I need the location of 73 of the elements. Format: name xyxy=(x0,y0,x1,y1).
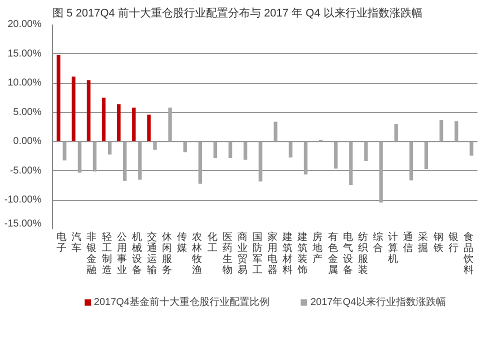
chart-title: 图 5 2017Q4 前十大重仓股行业配置分布与 2017 年 Q4 以来行业指数涨跌幅 xyxy=(52,6,422,20)
x-tick-label: 公用事业 xyxy=(116,230,127,276)
legend-label: 2017Q4基金前十大重仓股行业配置比例 xyxy=(94,296,270,309)
x-tick-label: 交通运输 xyxy=(146,230,157,276)
bar xyxy=(132,108,136,142)
x-tick-label: 采掘 xyxy=(418,230,428,254)
bar xyxy=(454,121,458,142)
bar xyxy=(364,142,368,161)
bar xyxy=(409,142,413,180)
x-tick-label: 农林牧渔 xyxy=(191,232,202,276)
bar xyxy=(153,142,157,150)
x-tick-label: 纺织服装 xyxy=(358,230,368,276)
bar xyxy=(334,142,338,169)
x-tick-label: 房地产 xyxy=(312,230,323,265)
bar xyxy=(92,142,97,172)
y-tick-label: 10.00% xyxy=(8,78,42,89)
bar xyxy=(379,142,383,203)
x-tick-label: 计算机 xyxy=(388,230,398,265)
x-tick-label: 建筑装饰 xyxy=(296,230,308,276)
bar xyxy=(62,142,66,160)
bar xyxy=(244,142,248,160)
bar xyxy=(349,142,353,185)
bar xyxy=(147,114,151,142)
x-tick-label: 综合 xyxy=(373,230,384,254)
bar xyxy=(168,108,172,142)
y-tick-label: 5.00% xyxy=(13,106,42,118)
bar xyxy=(72,76,76,142)
bar xyxy=(440,120,444,142)
bar xyxy=(108,142,112,155)
bar xyxy=(274,122,278,142)
x-tick-label: 医药生物 xyxy=(222,232,232,276)
bar xyxy=(424,142,428,170)
x-tick-label: 化工 xyxy=(207,230,218,254)
x-tick-label: 非银金融 xyxy=(86,230,97,276)
bar xyxy=(117,104,121,142)
bar xyxy=(394,124,398,142)
bar xyxy=(78,142,82,173)
x-tick-label: 银行 xyxy=(447,232,458,254)
legend-label: 2017年Q4以来行业指数涨跌幅 xyxy=(310,296,446,309)
bar xyxy=(86,80,90,142)
bar xyxy=(102,98,106,142)
bar xyxy=(138,142,142,180)
bar xyxy=(288,142,292,158)
bar xyxy=(213,142,218,158)
x-tick-label: 食品饮料 xyxy=(462,230,474,276)
bar xyxy=(56,54,60,142)
x-tick-label: 家用电器 xyxy=(268,230,278,276)
x-tick-label: 轻工制造 xyxy=(102,230,112,276)
x-tick-label: 电子 xyxy=(56,230,67,254)
bar xyxy=(183,142,187,152)
bar xyxy=(304,142,308,174)
y-tick-label: 20.00% xyxy=(8,19,42,30)
bar xyxy=(198,142,202,184)
x-tick-label: 有色金属 xyxy=(328,230,338,276)
y-tick-label: -10.00% xyxy=(4,194,42,206)
bar xyxy=(258,142,262,182)
y-tick-label: -5.00% xyxy=(10,165,42,176)
x-tick-label: 汽车 xyxy=(72,230,82,254)
bar xyxy=(470,142,474,156)
x-tick-label: 商业贸易 xyxy=(237,230,248,276)
x-tick-label: 电气设备 xyxy=(342,230,353,276)
x-tick-label: 建筑材料 xyxy=(282,230,293,276)
x-tick-label: 休闲服务 xyxy=(162,232,172,276)
x-tick-label: 传媒 xyxy=(177,232,188,254)
x-tick-label: 通信 xyxy=(403,230,414,254)
bar xyxy=(123,142,127,181)
x-tick-label: 钢铁 xyxy=(432,232,444,254)
y-tick-label: -15.00% xyxy=(4,218,42,230)
y-tick-label: 0.00% xyxy=(13,136,42,148)
x-tick-label: 机械设备 xyxy=(132,230,142,276)
x-tick-label: 国防军工 xyxy=(252,232,262,276)
bar xyxy=(228,142,232,158)
y-tick-label: 15.00% xyxy=(8,48,42,60)
